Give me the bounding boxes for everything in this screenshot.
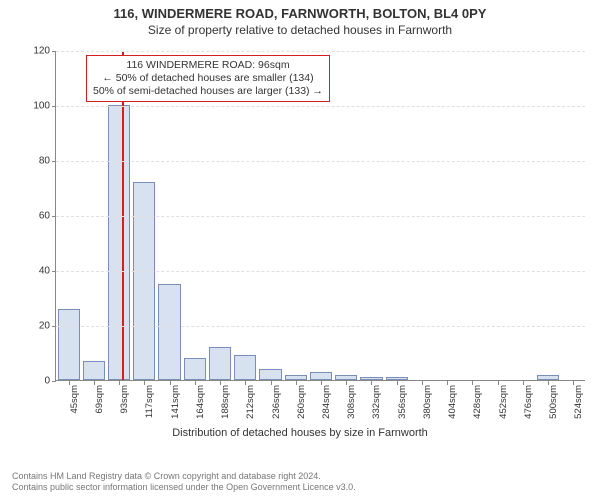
gridline — [56, 51, 585, 52]
histogram-bar — [360, 377, 382, 380]
histogram-bar — [335, 375, 357, 381]
plot-area: 116 WINDERMERE ROAD: 96sqm← 50% of detac… — [55, 51, 585, 381]
histogram-bar — [209, 347, 231, 380]
x-tick-label: 356sqm — [397, 385, 408, 419]
x-tick-label: 284sqm — [321, 385, 332, 419]
histogram-bar — [133, 182, 155, 380]
y-tick-label: 0 — [44, 376, 56, 387]
histogram-bar — [285, 375, 307, 381]
x-tick-label: 117sqm — [144, 385, 155, 418]
y-tick-label: 60 — [39, 211, 56, 222]
histogram-bar — [108, 105, 130, 380]
histogram-bar — [386, 377, 408, 380]
y-tick-label: 20 — [39, 321, 56, 332]
histogram-bar — [58, 309, 80, 381]
x-tick-label: 164sqm — [195, 385, 206, 419]
x-tick-label: 69sqm — [94, 385, 105, 414]
histogram-bar — [310, 372, 332, 380]
x-axis-label: Distribution of detached houses by size … — [0, 427, 600, 439]
gridline — [56, 326, 585, 327]
histogram-bar — [158, 284, 180, 380]
x-tick-label: 380sqm — [422, 385, 433, 419]
y-tick-label: 40 — [39, 266, 56, 277]
x-tick-label: 93sqm — [119, 385, 130, 414]
x-tick-label: 308sqm — [346, 385, 357, 419]
y-tick-label: 120 — [33, 46, 56, 57]
histogram-bar — [234, 355, 256, 380]
x-tick-label: 500sqm — [548, 385, 559, 419]
histogram-bar — [537, 375, 559, 381]
gridline — [56, 106, 585, 107]
histogram-bar — [83, 361, 105, 380]
footer-line2: Contains public sector information licen… — [12, 482, 356, 494]
x-tick-label: 404sqm — [447, 385, 458, 419]
x-tick-label: 260sqm — [296, 385, 307, 419]
x-tick-label: 332sqm — [371, 385, 382, 419]
x-tick-label: 428sqm — [472, 385, 483, 419]
y-tick-label: 80 — [39, 156, 56, 167]
histogram-bar — [259, 369, 281, 380]
x-tick-label: 188sqm — [220, 385, 231, 419]
gridline — [56, 271, 585, 272]
x-tick-label: 452sqm — [498, 385, 509, 419]
chart-container: Number of detached properties 116 WINDER… — [0, 41, 600, 441]
annotation-line: 50% of semi-detached houses are larger (… — [93, 85, 323, 98]
x-tick-label: 45sqm — [69, 385, 80, 414]
annotation-line: 116 WINDERMERE ROAD: 96sqm — [93, 59, 323, 72]
footer-credits: Contains HM Land Registry data © Crown c… — [12, 471, 356, 494]
annotation-line: ← 50% of detached houses are smaller (13… — [93, 72, 323, 85]
y-tick-label: 100 — [33, 101, 56, 112]
x-tick-label: 524sqm — [573, 385, 584, 419]
x-tick-label: 212sqm — [245, 385, 256, 419]
gridline — [56, 216, 585, 217]
x-tick-label: 141sqm — [170, 385, 181, 419]
x-tick-label: 236sqm — [271, 385, 282, 419]
annotation-box: 116 WINDERMERE ROAD: 96sqm← 50% of detac… — [86, 55, 330, 102]
footer-line1: Contains HM Land Registry data © Crown c… — [12, 471, 356, 483]
gridline — [56, 161, 585, 162]
chart-title-main: 116, WINDERMERE ROAD, FARNWORTH, BOLTON,… — [0, 0, 600, 21]
x-tick-label: 476sqm — [523, 385, 534, 419]
chart-title-sub: Size of property relative to detached ho… — [0, 21, 600, 41]
histogram-bar — [184, 358, 206, 380]
